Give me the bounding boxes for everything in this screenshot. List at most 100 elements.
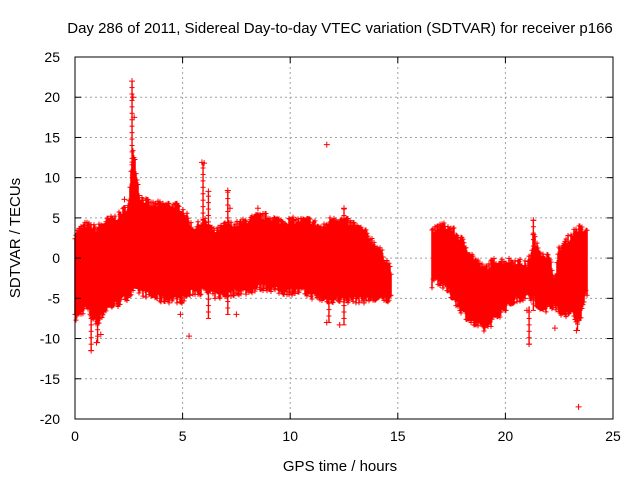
data-point	[217, 295, 223, 301]
y-tick-label: -5	[48, 290, 61, 306]
data-point	[166, 300, 172, 306]
data-point	[547, 257, 553, 263]
data-point	[197, 292, 203, 298]
data-point	[522, 258, 528, 264]
data-point	[386, 297, 392, 303]
data-point	[551, 325, 558, 332]
data-point	[122, 205, 128, 211]
data-point	[475, 323, 481, 329]
data-point	[181, 298, 187, 304]
data-point	[268, 289, 274, 295]
data-point	[143, 294, 149, 300]
data-point	[174, 200, 180, 206]
data-point	[429, 285, 435, 291]
data-point	[238, 291, 244, 297]
data-point	[100, 312, 106, 318]
data-point	[186, 333, 193, 340]
data-point	[154, 296, 160, 302]
y-tick-label: -20	[40, 411, 60, 427]
data-point	[127, 293, 133, 299]
x-tick-label: 25	[605, 428, 621, 444]
data-point	[364, 230, 370, 236]
data-point	[180, 207, 186, 213]
data-point	[458, 310, 464, 316]
data-point	[463, 245, 469, 251]
data-point	[345, 300, 351, 306]
data-point	[286, 215, 292, 221]
data-point	[514, 299, 520, 305]
data-point	[80, 311, 86, 317]
data-point	[369, 236, 375, 242]
chart-title: Day 286 of 2011, Sidereal Day-to-day VTE…	[67, 20, 613, 37]
data-point	[431, 277, 437, 283]
data-point	[190, 226, 196, 232]
data-point	[243, 218, 249, 224]
data-point	[489, 316, 495, 322]
data-point	[272, 287, 278, 293]
data-point	[264, 288, 270, 294]
data-point	[579, 305, 585, 311]
data-point	[563, 314, 569, 320]
data-point	[97, 331, 104, 338]
data-point	[254, 205, 261, 212]
data-point	[134, 177, 140, 183]
x-tick-label: 10	[282, 428, 298, 444]
data-point	[176, 203, 182, 209]
data-point	[188, 220, 194, 226]
data-point	[228, 219, 234, 225]
y-axis-label: SDTVAR / TECUs	[7, 178, 24, 298]
y-tick-label: 25	[44, 49, 60, 65]
data-point	[350, 298, 356, 304]
data-point	[388, 271, 394, 277]
data-point	[211, 226, 217, 232]
data-point	[356, 300, 362, 306]
data-point	[372, 297, 378, 303]
data-point	[470, 253, 476, 259]
data-point	[117, 301, 123, 307]
data-point	[384, 257, 390, 263]
data-point	[581, 299, 587, 305]
data-point	[491, 256, 497, 262]
data-point	[136, 192, 142, 198]
y-tick-label: 5	[52, 210, 60, 226]
data-point	[263, 210, 269, 216]
data-point	[140, 293, 146, 299]
data-point	[358, 224, 364, 230]
data-point	[497, 314, 503, 320]
data-point	[548, 259, 554, 265]
data-point	[109, 215, 115, 221]
data-point	[307, 216, 313, 222]
data-point	[375, 295, 381, 301]
data-point	[133, 171, 139, 177]
data-point	[116, 209, 122, 215]
data-point	[565, 233, 571, 239]
data-point	[361, 300, 367, 306]
data-point	[536, 249, 542, 255]
data-point	[130, 287, 136, 293]
data-point	[162, 299, 168, 305]
data-point	[363, 227, 369, 233]
data-point	[351, 220, 357, 226]
data-point	[124, 297, 130, 303]
data-point	[386, 260, 392, 266]
data-point	[451, 225, 457, 231]
data-point	[575, 403, 582, 410]
data-point	[475, 257, 481, 263]
data-point	[566, 311, 572, 317]
data-point	[510, 301, 516, 307]
data-point	[468, 320, 474, 326]
data-point	[573, 226, 579, 232]
data-point	[231, 293, 237, 299]
data-point	[380, 254, 386, 260]
data-point	[295, 216, 301, 222]
data-point	[157, 199, 163, 205]
data-point	[175, 203, 181, 209]
x-tick-label: 20	[498, 428, 514, 444]
data-point	[184, 210, 190, 216]
data-point	[453, 232, 459, 238]
axis-ticks	[74, 56, 614, 420]
data-point	[445, 224, 451, 230]
data-point	[549, 267, 555, 273]
data-point	[488, 323, 494, 329]
